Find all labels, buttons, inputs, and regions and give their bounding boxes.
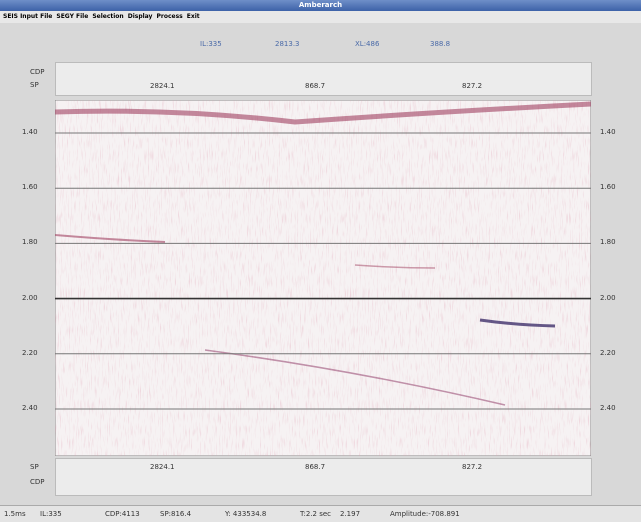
time-label-right: 2.20 <box>600 349 616 357</box>
sp-tick-label: 827.2 <box>462 82 482 90</box>
time-label-left: 2.40 <box>22 404 38 412</box>
status-field: SP:816.4 <box>160 510 191 518</box>
status-field: T:2.2 sec <box>300 510 331 518</box>
status-field: IL:335 <box>40 510 62 518</box>
menu-bar: SEIS Input File SEGY File Selection Display… <box>0 11 641 23</box>
axis-label: CDP <box>30 478 45 486</box>
time-label-left: 2.00 <box>22 294 38 302</box>
status-field: Y: 433534.8 <box>225 510 266 518</box>
axis-label: SP <box>30 463 39 471</box>
time-label-right: 2.40 <box>600 404 616 412</box>
header-value: 2813.3 <box>275 40 300 48</box>
time-label-left: 1.40 <box>22 128 38 136</box>
sp-tick-label: 2824.1 <box>150 463 175 471</box>
header-value: XL:486 <box>355 40 379 48</box>
axis-label: SP <box>30 81 39 89</box>
menu-item[interactable]: Process <box>156 11 182 23</box>
time-label-right: 1.60 <box>600 183 616 191</box>
axis-label: CDP <box>30 68 45 76</box>
sp-tick-label: 827.2 <box>462 463 482 471</box>
menu-item[interactable]: SEGY File <box>56 11 88 23</box>
header-value: 388.8 <box>430 40 450 48</box>
sp-tick-label: 868.7 <box>305 82 325 90</box>
sp-tick-label: 868.7 <box>305 463 325 471</box>
status-bar: 1.5ms IL:335 CDP:4113 SP:816.4 Y: 433534.8 T:… <box>0 505 641 522</box>
time-label-left: 1.80 <box>22 238 38 246</box>
sp-tick-label: 2824.1 <box>150 82 175 90</box>
status-field: 2.197 <box>340 510 360 518</box>
menu-item[interactable]: Display <box>128 11 153 23</box>
seismic-section <box>55 100 591 456</box>
viewer-window: Amberarch SEIS Input File SEGY File Select… <box>0 0 641 522</box>
menu-item[interactable]: SEIS Input File <box>3 11 52 23</box>
title-bar: Amberarch <box>0 0 641 11</box>
time-label-left: 1.60 <box>22 183 38 191</box>
menu-item[interactable]: Selection <box>92 11 123 23</box>
time-label-right: 1.40 <box>600 128 616 136</box>
time-label-right: 2.00 <box>600 294 616 302</box>
status-field: 1.5ms <box>4 510 26 518</box>
menu-item[interactable]: Exit <box>187 11 200 23</box>
status-field: CDP:4113 <box>105 510 140 518</box>
top-axis-strip <box>55 62 592 96</box>
time-label-right: 1.80 <box>600 238 616 246</box>
status-field: Amplitude:-708.891 <box>390 510 460 518</box>
time-label-left: 2.20 <box>22 349 38 357</box>
header-value: IL:335 <box>200 40 222 48</box>
